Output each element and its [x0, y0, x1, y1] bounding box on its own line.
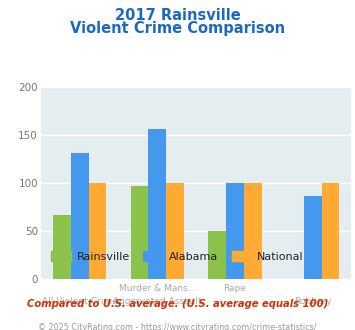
- Bar: [322, 183, 339, 279]
- Text: Aggravated Assault: Aggravated Assault: [113, 297, 202, 306]
- Legend: Rainsville, Alabama, National: Rainsville, Alabama, National: [47, 247, 308, 267]
- Bar: [148, 129, 166, 279]
- Bar: [166, 183, 184, 279]
- Bar: [226, 183, 244, 279]
- Text: Murder & Mans...: Murder & Mans...: [119, 284, 196, 293]
- Bar: [71, 153, 89, 279]
- Text: 2017 Rainsville: 2017 Rainsville: [115, 8, 240, 23]
- Bar: [89, 183, 106, 279]
- Text: Compared to U.S. average. (U.S. average equals 100): Compared to U.S. average. (U.S. average …: [27, 299, 328, 309]
- Text: All Violent Crime: All Violent Crime: [42, 297, 118, 306]
- Text: Robbery: Robbery: [294, 297, 332, 306]
- Text: Rape: Rape: [224, 284, 246, 293]
- Bar: [53, 215, 71, 279]
- Bar: [208, 231, 226, 279]
- Text: Violent Crime Comparison: Violent Crime Comparison: [70, 21, 285, 36]
- Text: © 2025 CityRating.com - https://www.cityrating.com/crime-statistics/: © 2025 CityRating.com - https://www.city…: [38, 323, 317, 330]
- Bar: [244, 183, 262, 279]
- Bar: [131, 186, 148, 279]
- Bar: [304, 196, 322, 279]
